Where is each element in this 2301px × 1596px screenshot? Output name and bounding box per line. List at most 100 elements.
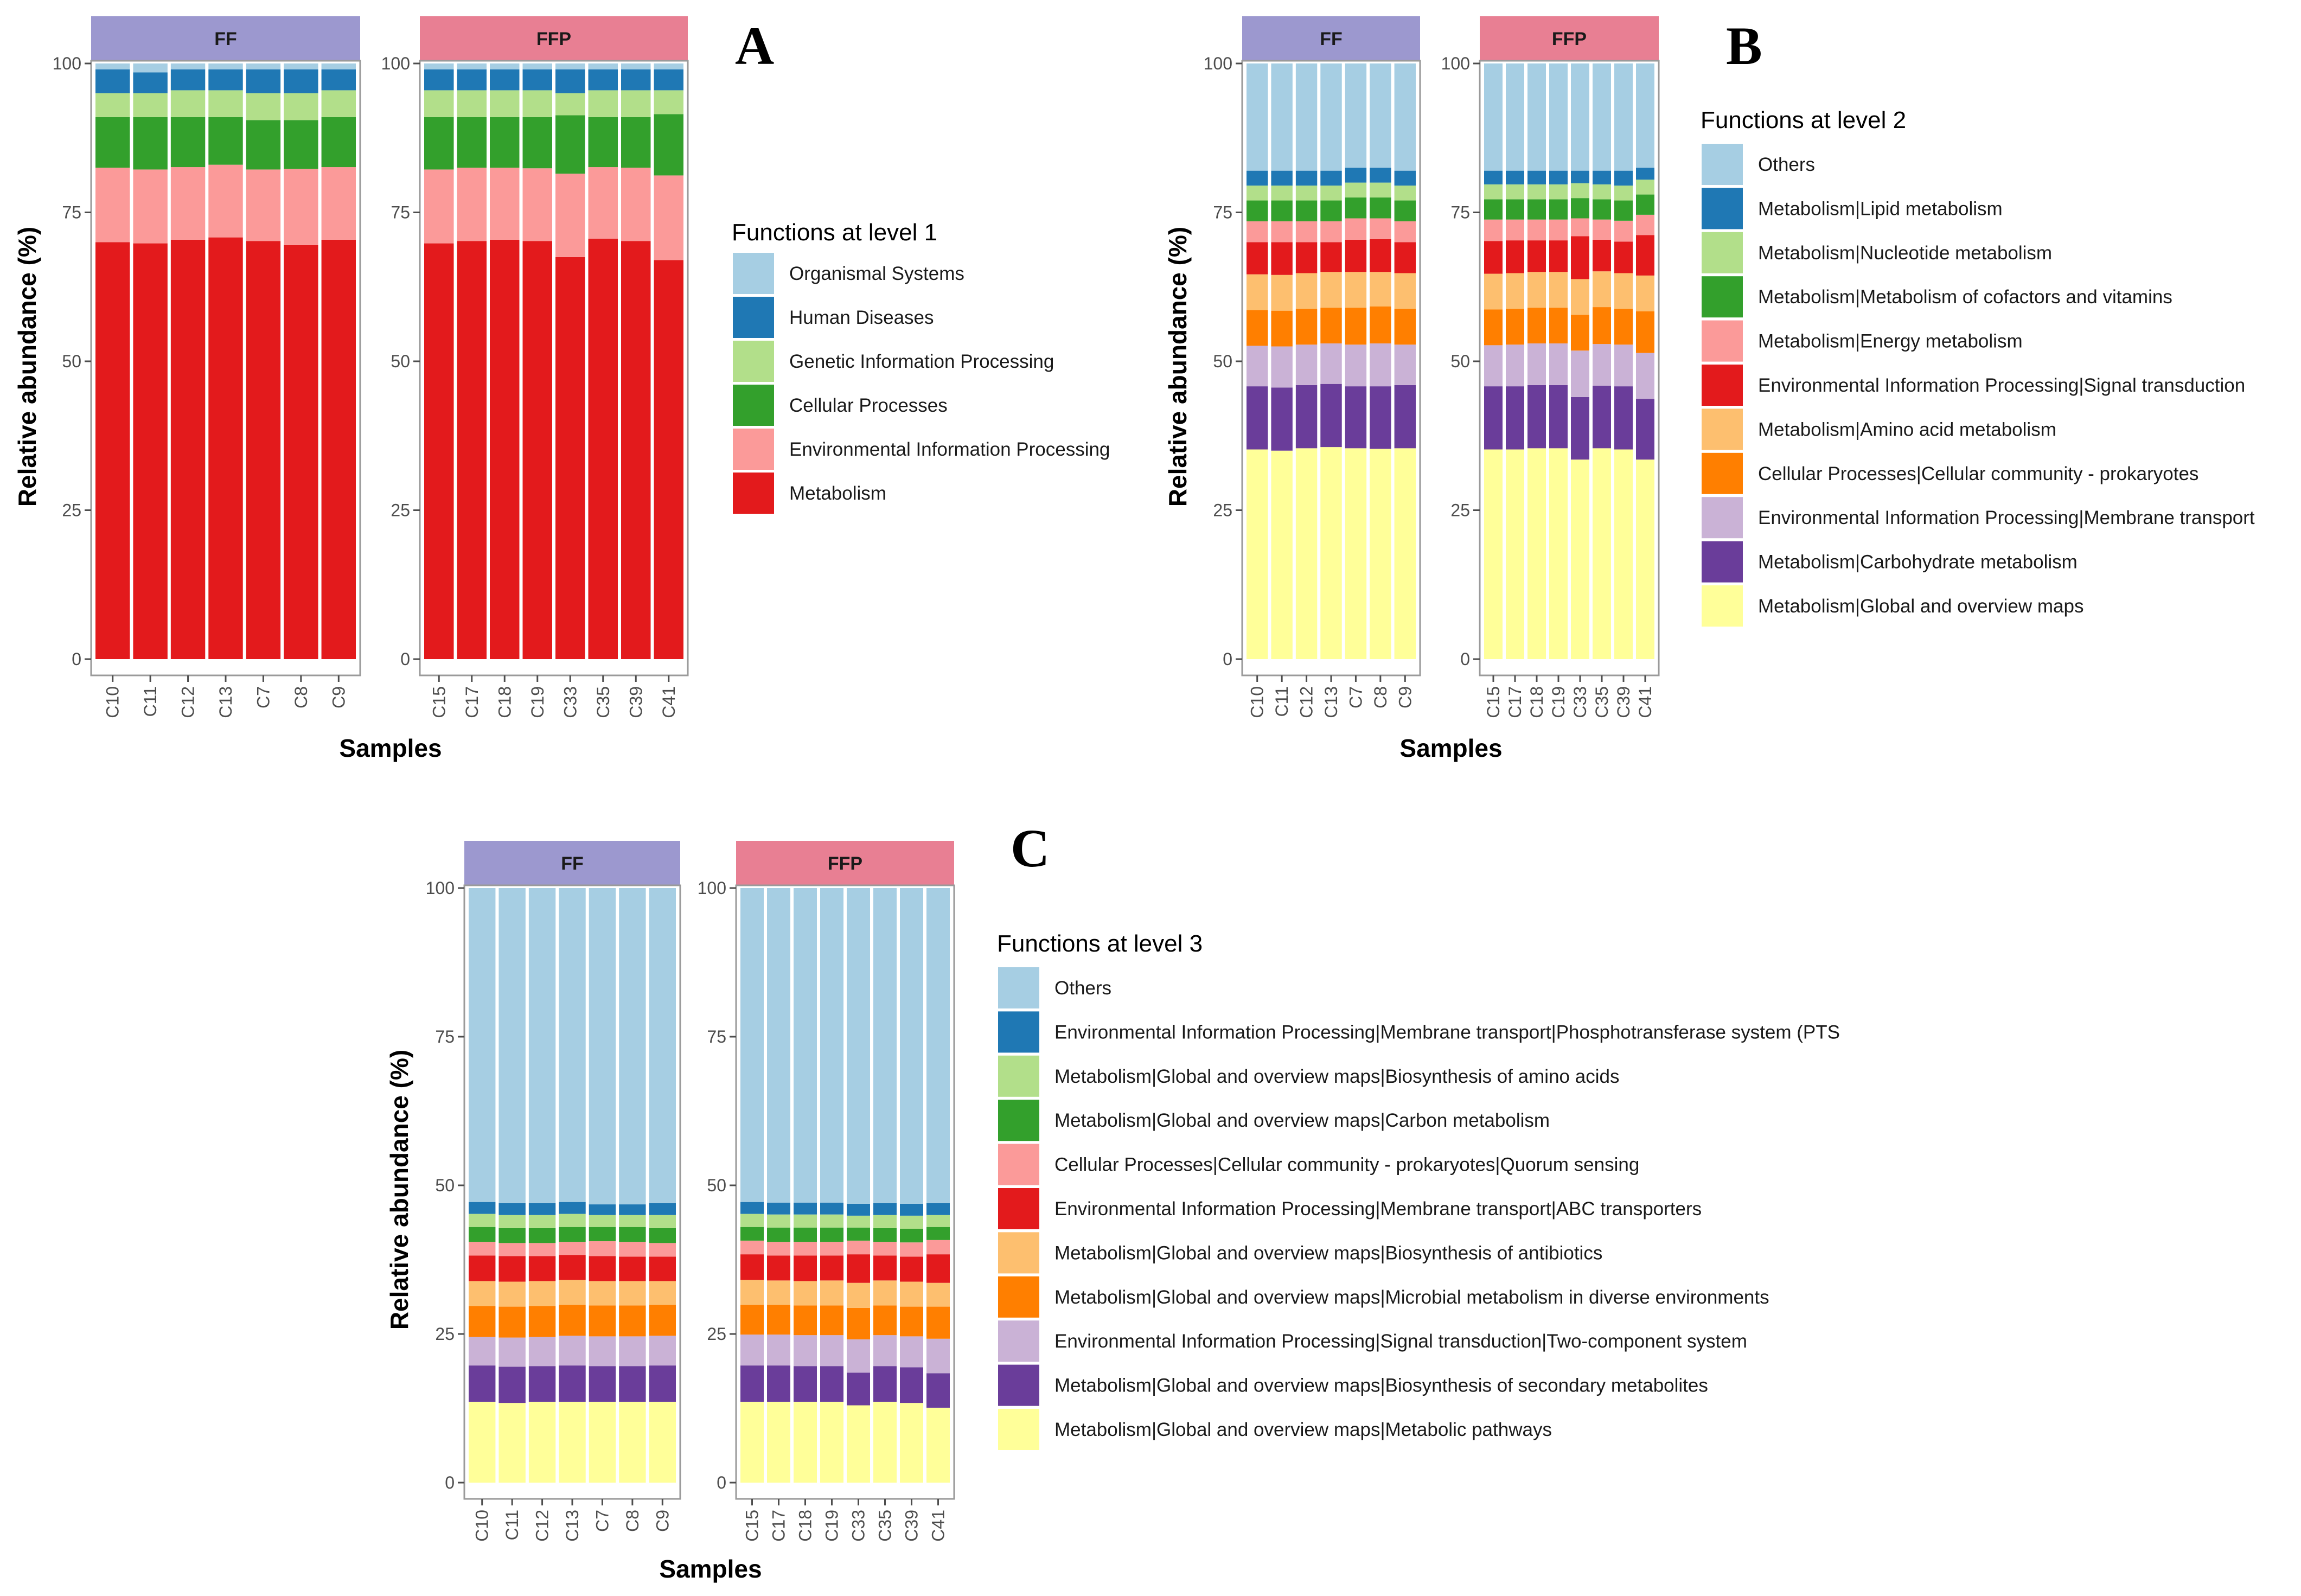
- panel-c-ffp-bar-c41-environmental-information-processing-membrane-transport-abc-transporters: [926, 1254, 950, 1283]
- panel-c-ff-bar-c9-metabolism-global-and-overview-maps-biosynthesis-of-amino-acids: [649, 1215, 676, 1228]
- panel-b-ff-bar-c9-metabolism-global-and-overview-maps: [1394, 448, 1416, 659]
- panel-c-ffp-bar-c33-metabolism-global-and-overview-maps-biosynthesis-of-secondary-metabolites: [847, 1372, 870, 1406]
- panel-b-legend-swatch-metabolism-amino-acid-metabolism: [1702, 408, 1743, 450]
- panel-c-ff-bar-c9-environmental-information-processing-membrane-transport-phosphotransferase-system-pts: [649, 1203, 676, 1215]
- panel-b-ff-bar-c12-metabolism-lipid-metabolism: [1295, 170, 1318, 186]
- panel-c-ff-bar-c10-metabolism-global-and-overview-maps-biosynthesis-of-secondary-metabolites: [469, 1365, 496, 1402]
- panel-c-ffp-y-tick-label: 50: [707, 1176, 726, 1195]
- panel-a-ffp-bar-c18-organismal-systems: [490, 63, 520, 69]
- panel-a-ff-y-tick-label: 50: [62, 352, 81, 371]
- panel-b-ff-bar-c11-metabolism-energy-metabolism: [1271, 221, 1293, 242]
- panel-c-ffp-x-tick-label: C33: [849, 1510, 868, 1542]
- panel-c-y-axis-title: Relative abundance (%): [385, 1050, 413, 1330]
- panel-c-ff-bar-c10-others: [469, 888, 496, 1202]
- panel-b-ff-y-tick-label: 75: [1213, 203, 1232, 222]
- panel-c-ff-bar-c7-metabolism-global-and-overview-maps-microbial-metabolism-in-diverse-environments: [589, 1305, 616, 1337]
- panel-c-ffp-x-tick-label: C19: [822, 1510, 842, 1542]
- panel-b-ffp-x-tick-label: C17: [1505, 686, 1525, 718]
- panel-b-y-axis-title: Relative abundance (%): [1164, 227, 1192, 507]
- panel-c-ff-bar-c10-metabolism-global-and-overview-maps-biosynthesis-of-amino-acids: [469, 1214, 496, 1227]
- panel-a-ffp-bar-c17-organismal-systems: [457, 63, 487, 69]
- panel-c-ff-bar-c8-metabolism-global-and-overview-maps-microbial-metabolism-in-diverse-environments: [619, 1305, 646, 1337]
- panel-c-ff-bar-c8-metabolism-global-and-overview-maps-carbon-metabolism: [619, 1227, 646, 1242]
- panel-b-ff-bar-c9-metabolism-carbohydrate-metabolism: [1394, 385, 1416, 449]
- panel-c-ff-bar-c10-metabolism-global-and-overview-maps-microbial-metabolism-in-diverse-environments: [469, 1306, 496, 1337]
- panel-c-ff-bar-c8-environmental-information-processing-signal-transduction-two-component-system: [619, 1336, 646, 1367]
- panel-b-ffp-bar-c41-metabolism-energy-metabolism: [1636, 214, 1654, 235]
- panel-a-ff-x-tick-label: C10: [103, 686, 123, 718]
- panel-a-ff-strip-label: FF: [214, 29, 237, 49]
- panel-a-ffp-strip-label: FFP: [536, 29, 571, 49]
- panel-b-ffp-bar-c18-cellular-processes-cellular-community-prokaryotes: [1527, 308, 1546, 344]
- panel-a-ffp-bar-c15-environmental-information-processing: [424, 169, 454, 244]
- panel-b-ffp-bar-c33-metabolism-nucleotide-metabolism: [1571, 183, 1589, 199]
- panel-c-ff-bar-c7-environmental-information-processing-membrane-transport-abc-transporters: [589, 1256, 616, 1281]
- panel-c-ff-bar-c9-metabolism-global-and-overview-maps-microbial-metabolism-in-diverse-environments: [649, 1305, 676, 1336]
- panel-c-legend-label: Metabolism|Global and overview maps|Bios…: [1054, 1242, 1602, 1263]
- panel-b-ffp-bar-c15-metabolism-nucleotide-metabolism: [1484, 184, 1503, 200]
- panel-b-ff-bar-c11-metabolism-global-and-overview-maps: [1271, 450, 1293, 659]
- panel-b-ffp-bar-c41-metabolism-carbohydrate-metabolism: [1636, 399, 1654, 460]
- panel-a-ff-x-tick-label: C9: [329, 686, 348, 708]
- panel-c-facet-ff: FF C10 C11 C12 C13 C7 C8 C9 0 25 50 75 100: [426, 841, 681, 1542]
- panel-b-ffp-bar-c19-metabolism-carbohydrate-metabolism: [1549, 385, 1568, 449]
- panel-b-ffp-bar-c35-metabolism-metabolism-of-cofactors-and-vitamins: [1593, 199, 1611, 220]
- panel-b-ffp-bar-c39-cellular-processes-cellular-community-prokaryotes: [1614, 309, 1633, 345]
- panel-b-ff-bar-c10-metabolism-carbohydrate-metabolism: [1247, 386, 1268, 450]
- panel-c-ffp-bar-c39-environmental-information-processing-signal-transduction-two-component-system: [900, 1336, 923, 1368]
- panel-c-ff-bar-c9-others: [649, 888, 676, 1203]
- panel-c-legend-swatch-cellular-processes-cellular-community-prokaryotes-quorum-sensing: [998, 1144, 1039, 1185]
- panel-b-ff-bar-c13-environmental-information-processing-signal-transduction: [1320, 242, 1342, 272]
- panel-b-ffp-bar-c35-metabolism-nucleotide-metabolism: [1593, 184, 1611, 200]
- panel-c-ffp-bar-c18-environmental-information-processing-signal-transduction-two-component-system: [794, 1335, 817, 1367]
- panel-b-ffp-bar-c18-metabolism-amino-acid-metabolism: [1527, 272, 1546, 308]
- panel-a-ffp-bar-c35-metabolism: [588, 238, 618, 659]
- panel-c-ff-bar-c8-others: [619, 888, 646, 1205]
- panel-a-ff-x-tick-label: C7: [253, 686, 273, 708]
- panel-a-ffp-plot: C15 C17 C18 C19 C33 C35 C39 C41 0 25 50 75 100: [381, 54, 689, 718]
- panel-b-ff-bar-c7-cellular-processes-cellular-community-prokaryotes: [1345, 308, 1367, 345]
- panel-b-ff-bar-c8-others: [1370, 63, 1391, 168]
- panel-a-ff-bar-c11-genetic-information-processing: [133, 93, 168, 117]
- panel-b-ff-x-tick-label: C10: [1248, 686, 1267, 718]
- panel-b-ff-bar-c11-environmental-information-processing-membrane-transport: [1271, 346, 1293, 388]
- panel-c-ff-bar-c13-environmental-information-processing-signal-transduction-two-component-system: [559, 1336, 586, 1366]
- panel-b-ffp-bar-c19-metabolism-global-and-overview-maps: [1549, 448, 1568, 659]
- panel-b-ffp-bar-c35-cellular-processes-cellular-community-prokaryotes: [1593, 307, 1611, 344]
- panel-c-ff-bar-c8-metabolism-global-and-overview-maps-biosynthesis-of-antibiotics: [619, 1281, 646, 1306]
- panel-b-ffp-bar-c15-metabolism-lipid-metabolism: [1484, 170, 1503, 184]
- panel-c-ff-bar-c7-metabolism-global-and-overview-maps-biosynthesis-of-antibiotics: [589, 1281, 616, 1306]
- panel-c-ff-bar-c11-metabolism-global-and-overview-maps-biosynthesis-of-amino-acids: [498, 1215, 526, 1228]
- panel-b-ffp-bar-c15-others: [1484, 63, 1503, 171]
- panel-c-ff-bar-c9-metabolism-global-and-overview-maps-biosynthesis-of-secondary-metabolites: [649, 1365, 676, 1402]
- panel-b-ff-bar-c9-metabolism-energy-metabolism: [1394, 221, 1416, 242]
- panel-a-legend-swatch-environmental-information-processing: [733, 429, 774, 470]
- panel-a-ffp-bar-c41-environmental-information-processing: [654, 175, 683, 260]
- panel-b-ffp-bar-c35-environmental-information-processing-signal-transduction: [1593, 240, 1611, 272]
- panel-b-ffp-bar-c33-metabolism-amino-acid-metabolism: [1571, 279, 1589, 315]
- panel-b-ff-bar-c13-metabolism-amino-acid-metabolism: [1320, 272, 1342, 308]
- panel-c-ffp-bar-c41-metabolism-global-and-overview-maps-biosynthesis-of-secondary-metabolites: [926, 1373, 950, 1408]
- panel-c-ffp-bar-c19-metabolism-global-and-overview-maps-biosynthesis-of-antibiotics: [820, 1280, 843, 1306]
- panel-c-facet-ffp: FFP C15 C17 C18 C19 C33 C35 C39 C41 0 25 50 75 100: [698, 841, 955, 1542]
- panel-c-ffp-bar-c33-metabolism-global-and-overview-maps-biosynthesis-of-amino-acids: [847, 1215, 870, 1228]
- panel-c-ffp-bar-c17-environmental-information-processing-signal-transduction-two-component-system: [767, 1335, 790, 1366]
- panel-b-ff-x-tick-label: C7: [1346, 686, 1365, 708]
- panel-b-ffp-y-tick-label: 0: [1460, 649, 1470, 669]
- panel-b-ff-bar-c12-metabolism-global-and-overview-maps: [1295, 448, 1318, 659]
- panel-a-ff-bar-c7-organismal-systems: [246, 63, 281, 69]
- panel-c-ffp-x-tick-label: C15: [743, 1510, 762, 1542]
- panel-c-legend-swatch-metabolism-global-and-overview-maps-biosynthesis-of-secondary-metabolites: [998, 1364, 1039, 1406]
- panel-b-ff-bar-c11-metabolism-carbohydrate-metabolism: [1271, 387, 1293, 451]
- panel-a-ffp-bar-c19-cellular-processes: [522, 117, 552, 169]
- panel-c-ff-bar-c7-metabolism-global-and-overview-maps-metabolic-pathways: [589, 1401, 616, 1483]
- panel-a-ff-bar-c10-organismal-systems: [95, 63, 130, 69]
- panel-c-ff-bar-c13-metabolism-global-and-overview-maps-microbial-metabolism-in-diverse-environments: [559, 1305, 586, 1336]
- panel-c-ff-bar-c11-environmental-information-processing-membrane-transport-abc-transporters: [498, 1256, 526, 1282]
- panel-c-ff-bar-c8-metabolism-global-and-overview-maps-metabolic-pathways: [619, 1401, 646, 1483]
- panel-a-ff-bar-c7-genetic-information-processing: [246, 93, 281, 120]
- panel-a-ffp-bar-c17-genetic-information-processing: [457, 90, 487, 117]
- panel-b-ffp-bar-c41-metabolism-amino-acid-metabolism: [1636, 275, 1654, 311]
- panel-b-ff-bar-c10-metabolism-global-and-overview-maps: [1247, 449, 1268, 659]
